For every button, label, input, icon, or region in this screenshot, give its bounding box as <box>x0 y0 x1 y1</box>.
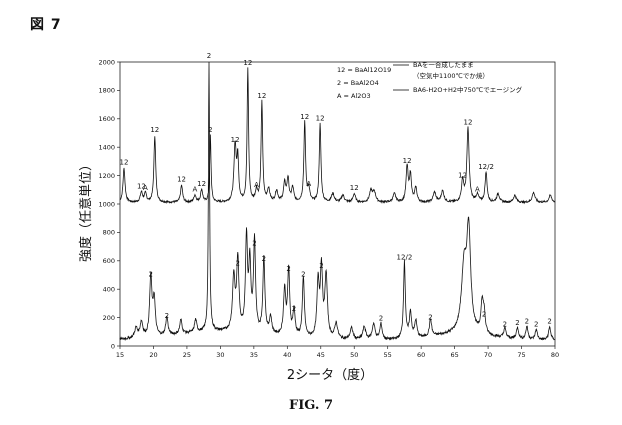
x-tick-label: 25 <box>183 351 191 359</box>
legend-key-line: 12 = BaAl12O19 <box>337 66 391 74</box>
y-tick-label: 1600 <box>98 115 115 123</box>
peak-label: A <box>306 180 311 188</box>
peak-label: 2 <box>482 310 486 318</box>
peak-label: A <box>193 185 198 193</box>
y-tick-label: 1200 <box>98 172 115 180</box>
x-tick-label: 55 <box>384 351 392 359</box>
peak-label: 2 <box>525 318 529 326</box>
chart-axes <box>119 61 556 347</box>
peak-label: 12 <box>231 136 240 144</box>
peak-label: 2 <box>301 271 305 279</box>
peak-label: 12 <box>197 180 206 188</box>
peak-label: 2 <box>379 315 383 323</box>
peak-label: A <box>143 184 148 192</box>
peak-label: 2 <box>236 259 240 267</box>
peak-label: 12/2 <box>397 254 413 262</box>
y-tick-label: 1000 <box>98 200 115 208</box>
peak-label: 2 <box>262 255 266 263</box>
chart-ticks: 15 20 25 30 35 40 45 50 55 60 65 70 75 80020040060080… <box>98 58 559 359</box>
chart-series-group <box>119 61 556 342</box>
legend-series-line: （空気中1100℃でか焼） <box>413 71 489 80</box>
peak-label: 12 <box>464 119 473 127</box>
x-tick-label: 80 <box>551 351 559 359</box>
x-tick-label: 45 <box>317 351 325 359</box>
y-tick-label: 2000 <box>98 58 115 66</box>
peak-label: 12 <box>350 184 359 192</box>
legend-key-line: 2 = BaAl2O4 <box>337 79 379 87</box>
peak-label: 12 <box>257 92 266 100</box>
peak-label: A <box>475 185 480 193</box>
x-tick-label: 70 <box>484 351 492 359</box>
peak-label: 2 <box>207 52 211 60</box>
x-tick-label: 75 <box>517 351 525 359</box>
peak-label: 2 <box>252 239 256 247</box>
y-tick-label: 0 <box>111 342 115 350</box>
peak-label: 12 <box>300 113 309 121</box>
peak-label: 12/2 <box>478 163 494 171</box>
x-tick-label: 50 <box>350 351 358 359</box>
peak-label: 12 <box>316 114 325 122</box>
x-tick-label: 15 <box>116 351 124 359</box>
plot-frame <box>119 61 556 347</box>
peak-label: 2 <box>208 126 212 134</box>
xrd-chart: 15 20 25 30 35 40 45 50 55 60 65 70 75 80020040060080… <box>78 52 559 383</box>
peak-label: 12 <box>120 159 129 167</box>
x-tick-label: 20 <box>149 351 157 359</box>
x-tick-label: 40 <box>283 351 291 359</box>
peak-label: 2 <box>547 318 551 326</box>
y-tick-label: 400 <box>103 286 115 294</box>
peak-label: 2 <box>292 305 296 313</box>
peak-label: 12 <box>137 183 146 191</box>
x-tick-label: 30 <box>216 351 224 359</box>
y-tick-label: 600 <box>103 257 115 265</box>
peak-label: 12 <box>177 176 186 184</box>
x-tick-label: 35 <box>250 351 258 359</box>
y-tick-label: 800 <box>103 229 115 237</box>
legend-series-line: BA6-H2O+H2中750℃でエージング <box>413 85 523 94</box>
peak-label: 12 <box>458 171 467 179</box>
peak-label: 2 <box>534 320 538 328</box>
series-line-2 <box>119 61 556 342</box>
peak-label: 2 <box>319 262 323 270</box>
y-tick-label: 1800 <box>98 87 115 95</box>
x-tick-label: 65 <box>450 351 458 359</box>
peak-label: 2 <box>515 319 519 327</box>
y-tick-label: 1400 <box>98 144 115 152</box>
peak-label: 2 <box>165 312 169 320</box>
peak-label: 12 <box>403 157 412 165</box>
x-tick-label: 60 <box>417 351 425 359</box>
peak-label: 2 <box>149 271 153 279</box>
chart-legend: 12 = BaAl12O19 2 = BaAl2O4 A = Al2O3 BAを一合成… <box>337 60 523 100</box>
y-tick-label: 200 <box>103 314 115 322</box>
peak-label: 2 <box>428 313 432 321</box>
peak-label: 12 <box>150 126 159 134</box>
y-axis-title: 強度（任意単位） <box>78 158 94 262</box>
legend-series-line: BAを一合成したまま <box>413 60 474 69</box>
x-axis-title: 2シータ（度） <box>287 367 373 383</box>
peak-label: 2 <box>286 265 290 273</box>
peak-label: 12 <box>243 59 252 67</box>
figure-label: 図 7 <box>30 17 62 33</box>
figure-caption: FIG. 7 <box>288 398 334 413</box>
peak-label: 2 <box>503 320 507 328</box>
peak-label: A <box>254 181 259 189</box>
series-line-1 <box>119 67 556 205</box>
chart-peak-labels: 1212A1212A1221212A1212A1212121212A12/222… <box>120 52 552 328</box>
legend-key-line: A = Al2O3 <box>337 92 371 100</box>
